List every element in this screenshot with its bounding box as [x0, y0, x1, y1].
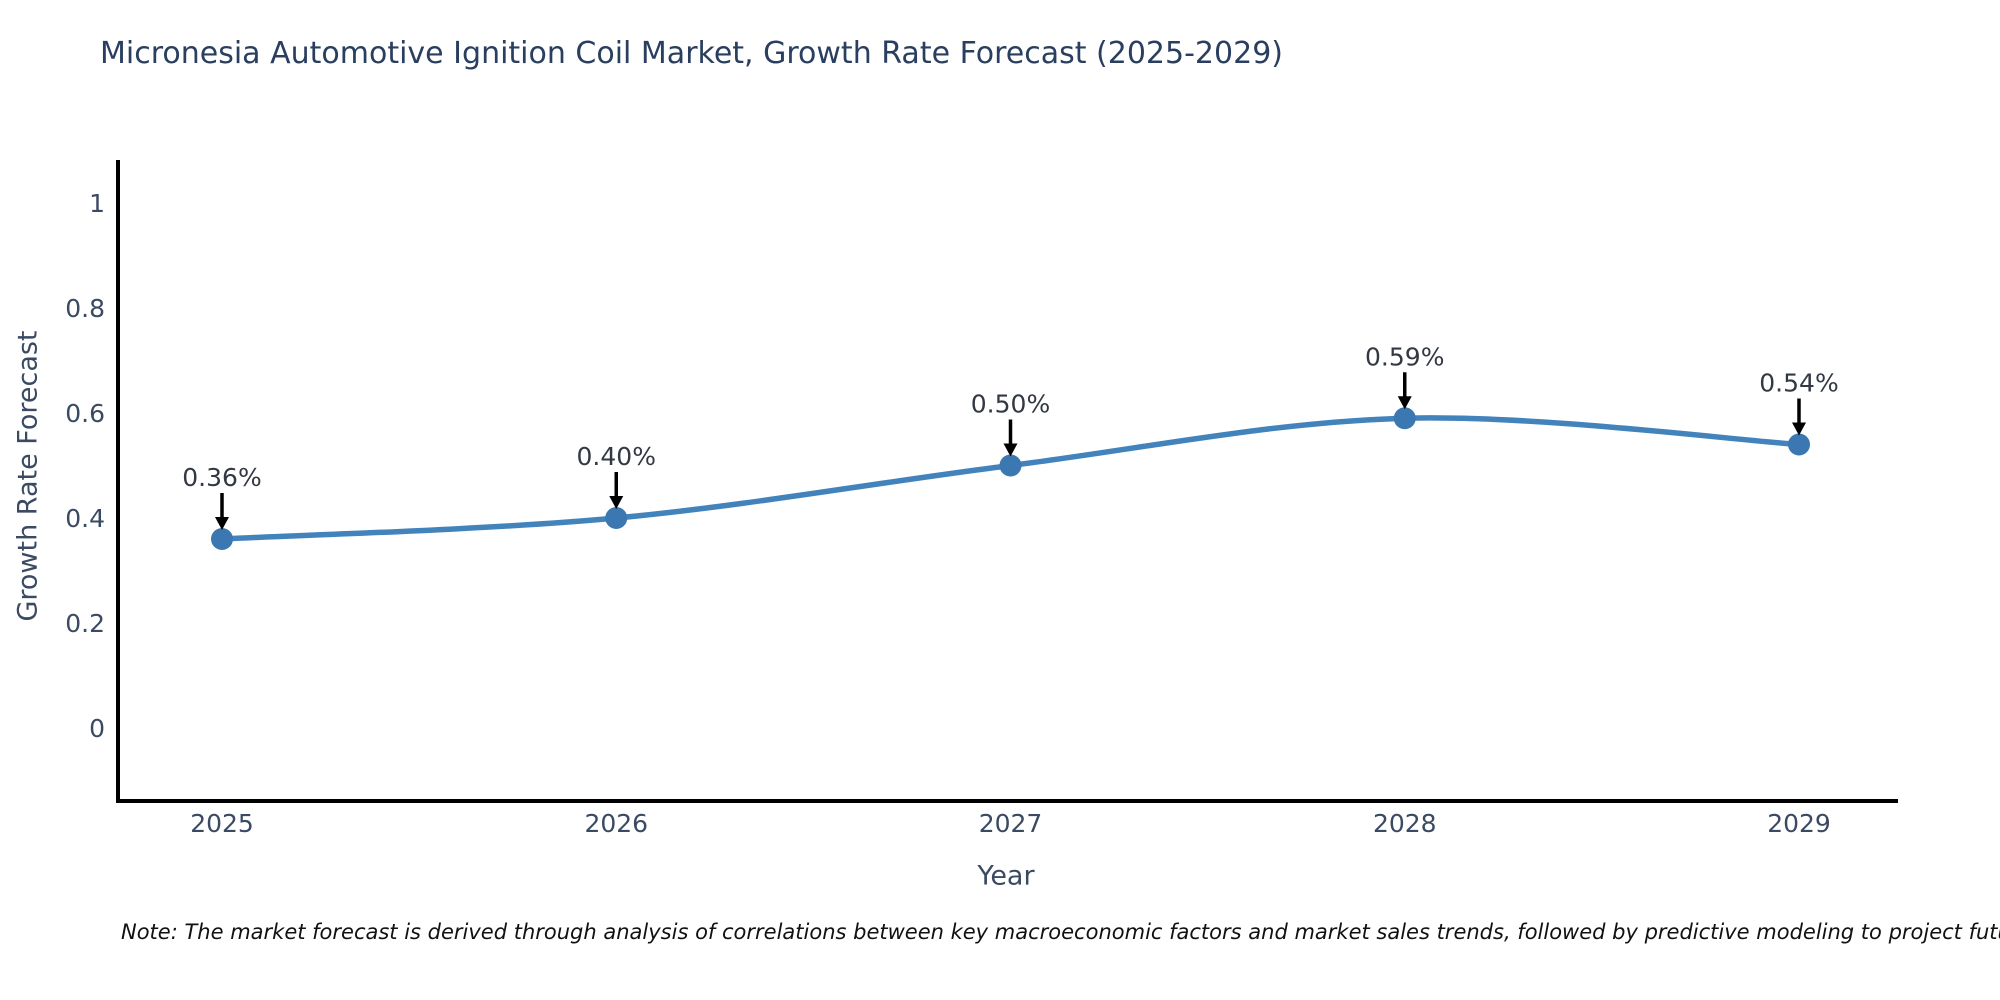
annotation-arrowhead-2027 — [1003, 443, 1018, 457]
y-tick-label-0.4: 0.4 — [65, 504, 105, 533]
data-point-2025 — [211, 528, 233, 550]
annotation-arrowhead-2026 — [609, 496, 624, 509]
x-tick-label-2029: 2029 — [1767, 809, 1831, 838]
data-point-2027 — [999, 454, 1022, 477]
y-tick-label-1: 1 — [89, 189, 105, 218]
y-tick-label-0: 0 — [89, 714, 105, 743]
annotation-arrowhead-2025 — [215, 517, 229, 530]
point-value-label-2029: 0.54% — [1759, 369, 1838, 398]
annotation-arrowhead-2028 — [1397, 396, 1412, 410]
x-axis-title: Year — [977, 860, 1035, 892]
footnote: Note: The market forecast is derived thr… — [121, 920, 2000, 944]
y-tick-label-0.8: 0.8 — [65, 294, 105, 323]
y-tick-label-0.2: 0.2 — [65, 609, 105, 638]
data-point-2026 — [605, 507, 628, 529]
chart-title: Micronesia Automotive Ignition Coil Mark… — [100, 36, 1283, 71]
y-axis-title: Growth Rate Forecast — [12, 330, 44, 622]
point-value-label-2028: 0.59% — [1365, 342, 1444, 371]
x-tick-label-2027: 2027 — [979, 809, 1043, 838]
point-value-label-2027: 0.50% — [971, 390, 1050, 419]
point-value-label-2026: 0.40% — [577, 442, 656, 471]
x-tick-label-2026: 2026 — [584, 809, 648, 838]
x-tick-label-2025: 2025 — [190, 809, 254, 838]
x-tick-label-2028: 2028 — [1373, 809, 1437, 838]
y-tick-label-0.6: 0.6 — [65, 399, 105, 428]
data-point-2029 — [1788, 433, 1810, 456]
data-point-2028 — [1393, 407, 1416, 430]
point-value-label-2025: 0.36% — [182, 463, 261, 492]
annotation-arrowhead-2029 — [1792, 422, 1806, 436]
